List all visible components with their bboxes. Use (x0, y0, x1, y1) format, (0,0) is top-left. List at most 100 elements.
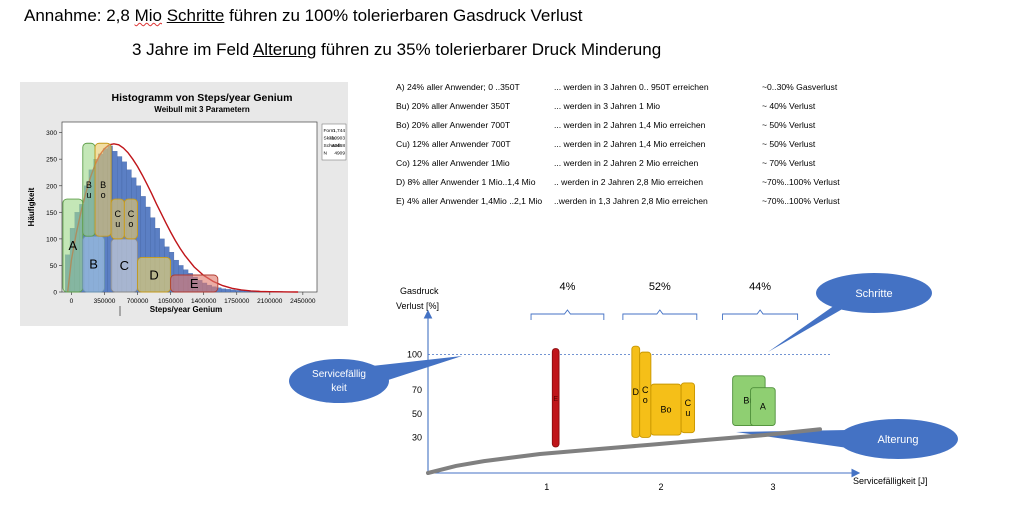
histogram-group-co (123, 198, 139, 240)
histogram-xlabel: Steps/year Genium (150, 305, 222, 314)
callout-servicefaelligkeit-bubble (289, 359, 389, 403)
bar-label-bo: Bo (660, 405, 671, 415)
list-item-c1: Bo) 20% aller Anwender 700T (396, 120, 511, 130)
aging-curve (426, 427, 822, 475)
histogram-xtick-label: 700000 (127, 298, 149, 305)
list-item-c2: ... werden in 2 Jahren 1,4 Mio erreichen (554, 139, 706, 149)
histogram-ytick-label: 300 (46, 130, 57, 137)
histogram-ylabel: Häufigkeit (27, 187, 36, 226)
histogram-chart: Histogramm von Steps/year Genium Weibull… (27, 92, 347, 316)
x-axis-label: Servicefälligkeit [J] (853, 476, 928, 486)
histogram-group-b (82, 235, 105, 293)
histogram-ytick-label: 0 (53, 290, 57, 297)
histogram-stat-label: Schwell (324, 143, 341, 149)
bar-d (631, 345, 641, 438)
headline-assumption-steps: Annahme: 2,8 Mio Schritte führen zu 100%… (24, 6, 583, 25)
callout-alterung-pointer (736, 430, 848, 448)
list-item-c1: D) 8% aller Anwender 1 Mio..1,4 Mio (396, 177, 536, 187)
histogram-stat-label: Form (324, 128, 335, 134)
histogram-group-d (137, 257, 172, 293)
histogram-ytick-label: 150 (46, 210, 57, 217)
bar-label-bu: Bu (743, 396, 754, 406)
histogram-xtick-label: 1050000 (158, 298, 184, 305)
list-item-c3: ~ 50% Verlust (762, 120, 816, 130)
bar-label-d: D (633, 387, 640, 397)
callout-schritte-pointer (768, 300, 858, 352)
list-item-c2: ... werden in 3 Jahren 1 Mio (554, 101, 661, 111)
list-item-c2: ..werden in 1,3 Jahren 2,8 Mio erreichen (554, 196, 708, 206)
histogram-group-label-c: C (120, 258, 129, 273)
histogram-ytick-label: 200 (46, 183, 57, 190)
histogram-xtick-label: 1750000 (224, 298, 250, 305)
histogram-stat-label: N (324, 151, 328, 157)
list-item-c1: A) 24% aller Anwender; 0 ..350T (396, 82, 520, 92)
y-tick-label: 30 (412, 432, 422, 442)
bar-a (750, 387, 776, 427)
share-bracket (530, 309, 605, 320)
y-axis-label-line1: Gasdruck (400, 286, 439, 296)
callout-servicefaelligkeit-pointer (372, 356, 462, 382)
y-tick-label: 50 (412, 409, 422, 419)
bar-label-e: E (553, 396, 558, 403)
list-item-c1: E) 4% aller Anwender 1,4Mio ..2,1 Mio (396, 196, 543, 206)
list-item-c1: Cu) 12% aller Anwender 700T (396, 139, 511, 149)
bar-label-a: A (760, 402, 766, 412)
callout-servicefaelligkeit-text-line1: Servicefällig (312, 369, 366, 380)
histogram-bar (230, 289, 236, 293)
share-bracket-label: 44% (749, 281, 771, 293)
list-item-c2: ... werden in 2 Jahren 1,4 Mio erreichen (554, 120, 706, 130)
histogram-stat-value: 4909 (334, 151, 345, 157)
callout-schritte-text: Schritte (855, 288, 892, 300)
list-item-c1: Bu) 20% aller Anwender 350T (396, 101, 511, 111)
callout-alterung: Alterung (736, 419, 958, 459)
histogram-xtick-label: 2450000 (290, 298, 316, 305)
callout-alterung-text: Alterung (878, 434, 919, 446)
callout-schritte: Schritte (768, 273, 932, 352)
histogram-xtick-label: 0 (70, 298, 74, 305)
list-item-c2: ... werden in 3 Jahren 0.. 950T erreiche… (554, 82, 709, 92)
x-tick-label: 2 (658, 482, 663, 492)
histogram-panel: Histogramm von Steps/year Genium Weibull… (20, 82, 348, 326)
histogram-group-e (170, 274, 219, 293)
list-item-c3: ~70%..100% Verlust (762, 196, 840, 206)
x-tick-label: 1 (544, 482, 549, 492)
histogram-stat-value: 1,744 (333, 128, 345, 134)
list-item-c1: Co) 12% aller Anwender 1Mio (396, 158, 510, 168)
histogram-group-label-e: E (190, 276, 199, 291)
list-item-c3: ~0..30% Gasverlust (762, 82, 838, 92)
histogram-stats-box (321, 123, 347, 161)
headline-assumption-aging: 3 Jahre im Feld Alterung führen zu 35% t… (132, 40, 662, 59)
bar-co (639, 351, 652, 438)
histogram-group-label-d: D (149, 267, 158, 282)
callout-alterung-bubble (838, 419, 958, 459)
list-item-c3: ~ 50% Verlust (762, 139, 816, 149)
histogram-ytick-label: 50 (50, 263, 58, 270)
histogram-bar (225, 289, 231, 293)
histogram-subtitle: Weibull mit 3 Parametern (154, 105, 250, 114)
callout-servicefaelligkeit: Servicefällig keit (289, 356, 462, 403)
bar-cu (680, 382, 696, 434)
bar-e (551, 348, 560, 448)
share-bracket-label: 52% (649, 281, 671, 293)
list-item-c3: ~ 70% Verlust (762, 158, 816, 168)
histogram-ytick-label: 100 (46, 236, 57, 243)
bar-bo (650, 383, 682, 436)
list-item-c2: .. werden in 2 Jahren 2,8 Mio erreichen (554, 177, 704, 187)
histogram-bar (235, 290, 241, 293)
histogram-xtick-label: 2100000 (257, 298, 283, 305)
histogram-xtick-label: 1400000 (191, 298, 217, 305)
bar-bu (732, 375, 766, 427)
y-axis-label-line2: Verlust [%] (396, 301, 439, 311)
histogram-xtick-label: 350000 (94, 298, 116, 305)
histogram-stat-value: -40468 (330, 143, 345, 149)
histogram-ytick-label: 250 (46, 157, 57, 164)
histogram-stat-value: 710903 (329, 136, 345, 142)
callout-servicefaelligkeit-text-line2: keit (331, 383, 347, 394)
list-item-c3: ~70%..100% Verlust (762, 177, 840, 187)
list-item-c3: ~ 40% Verlust (762, 101, 816, 111)
y-tick-label: 70 (412, 385, 422, 395)
share-bracket (722, 309, 799, 320)
